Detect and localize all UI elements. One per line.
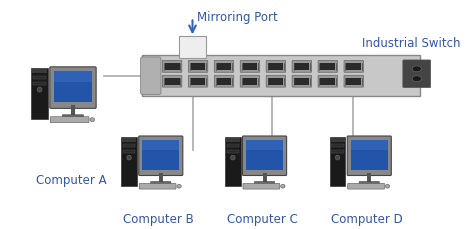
Text: Computer D: Computer D	[331, 212, 403, 225]
Ellipse shape	[412, 76, 421, 82]
FancyBboxPatch shape	[243, 64, 257, 71]
Bar	[331, 150, 344, 153]
FancyBboxPatch shape	[240, 76, 260, 88]
Circle shape	[127, 155, 131, 160]
FancyBboxPatch shape	[188, 76, 208, 88]
FancyBboxPatch shape	[320, 64, 335, 71]
Bar	[33, 82, 46, 85]
Text: Computer B: Computer B	[123, 212, 194, 225]
Bar	[226, 138, 240, 142]
Bar	[227, 150, 239, 153]
FancyBboxPatch shape	[318, 76, 337, 88]
Bar	[33, 76, 46, 79]
Bar	[330, 138, 345, 142]
Ellipse shape	[177, 185, 181, 188]
FancyBboxPatch shape	[217, 64, 231, 71]
FancyBboxPatch shape	[139, 136, 183, 176]
Text: Computer A: Computer A	[36, 173, 107, 186]
FancyBboxPatch shape	[346, 64, 361, 71]
FancyBboxPatch shape	[225, 137, 241, 186]
FancyBboxPatch shape	[347, 136, 392, 176]
Bar	[123, 145, 135, 148]
FancyBboxPatch shape	[121, 137, 137, 186]
Bar	[331, 145, 344, 148]
FancyBboxPatch shape	[191, 64, 205, 71]
FancyBboxPatch shape	[359, 182, 379, 186]
FancyBboxPatch shape	[191, 78, 205, 85]
FancyBboxPatch shape	[143, 56, 419, 97]
FancyBboxPatch shape	[318, 61, 337, 73]
FancyBboxPatch shape	[139, 184, 176, 189]
FancyBboxPatch shape	[179, 37, 206, 59]
Bar	[122, 138, 136, 142]
FancyBboxPatch shape	[164, 64, 180, 71]
FancyBboxPatch shape	[214, 76, 234, 88]
FancyBboxPatch shape	[292, 61, 311, 73]
FancyBboxPatch shape	[266, 76, 286, 88]
FancyBboxPatch shape	[255, 182, 275, 186]
FancyBboxPatch shape	[292, 76, 311, 88]
Circle shape	[231, 155, 235, 160]
Bar	[123, 150, 135, 153]
FancyBboxPatch shape	[320, 78, 335, 85]
FancyBboxPatch shape	[294, 64, 309, 71]
FancyBboxPatch shape	[266, 61, 286, 73]
FancyBboxPatch shape	[188, 61, 208, 73]
FancyBboxPatch shape	[294, 78, 309, 85]
Text: Computer C: Computer C	[227, 212, 298, 225]
Bar	[142, 140, 179, 151]
FancyBboxPatch shape	[31, 68, 48, 120]
FancyBboxPatch shape	[50, 68, 96, 109]
FancyBboxPatch shape	[329, 137, 346, 186]
FancyBboxPatch shape	[243, 184, 280, 189]
FancyBboxPatch shape	[163, 61, 182, 73]
FancyBboxPatch shape	[268, 64, 283, 71]
Ellipse shape	[281, 185, 285, 188]
FancyBboxPatch shape	[240, 61, 260, 73]
Bar	[54, 71, 92, 82]
FancyBboxPatch shape	[214, 61, 234, 73]
Bar	[32, 70, 47, 74]
Ellipse shape	[412, 67, 421, 72]
FancyBboxPatch shape	[164, 78, 180, 85]
FancyBboxPatch shape	[344, 61, 364, 73]
Text: Industrial Switch: Industrial Switch	[362, 37, 461, 50]
Bar	[54, 71, 92, 103]
Circle shape	[336, 155, 340, 160]
FancyBboxPatch shape	[268, 78, 283, 85]
FancyBboxPatch shape	[346, 78, 361, 85]
FancyBboxPatch shape	[141, 58, 161, 95]
FancyBboxPatch shape	[62, 115, 83, 120]
FancyBboxPatch shape	[243, 78, 257, 85]
Bar	[351, 140, 388, 151]
Bar	[142, 140, 179, 170]
FancyBboxPatch shape	[217, 78, 231, 85]
Ellipse shape	[90, 118, 94, 122]
FancyBboxPatch shape	[344, 76, 364, 88]
Circle shape	[37, 88, 42, 93]
FancyBboxPatch shape	[403, 61, 431, 88]
Bar	[227, 145, 239, 148]
FancyBboxPatch shape	[163, 76, 182, 88]
Ellipse shape	[385, 185, 390, 188]
Bar	[246, 140, 283, 151]
FancyBboxPatch shape	[50, 117, 89, 123]
Bar	[246, 140, 283, 170]
FancyBboxPatch shape	[347, 184, 384, 189]
FancyBboxPatch shape	[151, 182, 171, 186]
Bar	[351, 140, 388, 170]
FancyBboxPatch shape	[243, 136, 287, 176]
Text: Mirroring Port: Mirroring Port	[197, 11, 277, 23]
